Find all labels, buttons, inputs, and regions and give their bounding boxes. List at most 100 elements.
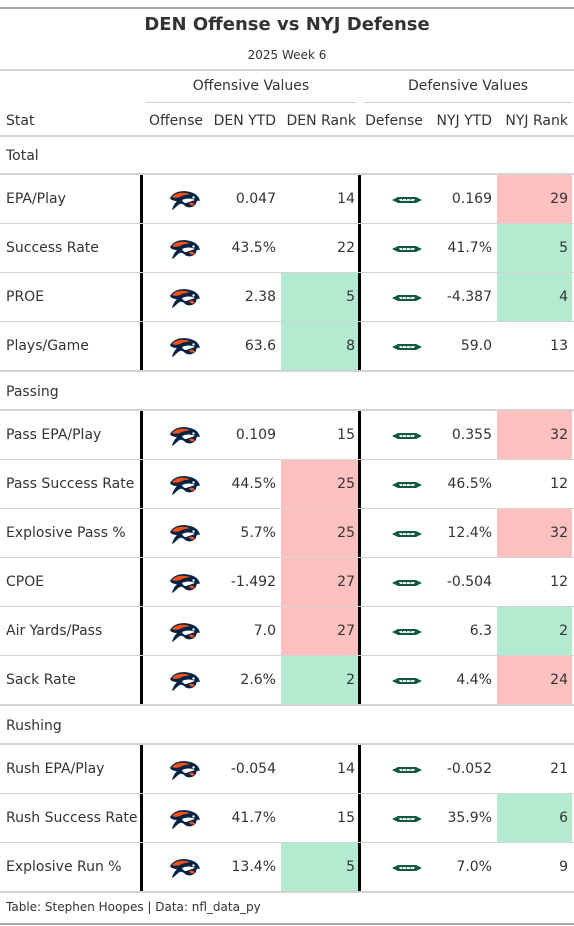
nyj-rank-value: 5 bbox=[559, 240, 568, 256]
broncos-logo-icon bbox=[170, 859, 200, 878]
stat-label: Rush EPA/Play bbox=[6, 761, 105, 777]
nyj-ytd-value: 4.4% bbox=[456, 672, 492, 688]
stat-label: Air Yards/Pass bbox=[6, 623, 103, 639]
jets-logo-icon bbox=[392, 295, 422, 301]
defense-column-rule bbox=[358, 411, 361, 705]
spanner-defensive-line bbox=[364, 102, 572, 103]
nyj-ytd-value: 35.9% bbox=[447, 810, 492, 826]
den-rank-value: 15 bbox=[337, 810, 355, 826]
den-rank-value: 5 bbox=[346, 859, 355, 875]
den-ytd-value: 5.7% bbox=[240, 525, 276, 541]
nyj-ytd-value: 0.169 bbox=[451, 191, 492, 207]
spanner-offensive-line bbox=[146, 102, 356, 103]
nyj-ytd-value: 41.7% bbox=[447, 240, 492, 256]
nyj-rank-value: 13 bbox=[550, 338, 568, 354]
nyj-rank-highlight bbox=[497, 224, 572, 272]
nyj-rank-value: 29 bbox=[550, 191, 568, 207]
broncos-logo-icon bbox=[170, 191, 200, 210]
row-divider bbox=[0, 557, 574, 558]
nyj-ytd-value: 7.0% bbox=[456, 859, 492, 875]
row-divider bbox=[0, 704, 574, 706]
row-divider bbox=[0, 508, 574, 509]
column-header-den-rank: DEN Rank bbox=[286, 113, 356, 129]
den-rank-value: 15 bbox=[337, 427, 355, 443]
row-divider bbox=[0, 793, 574, 794]
stat-label: Plays/Game bbox=[6, 338, 89, 354]
jets-logo-icon bbox=[392, 482, 422, 488]
group-label-total: Total bbox=[6, 148, 39, 164]
broncos-logo-icon bbox=[170, 289, 200, 308]
group-divider bbox=[0, 173, 574, 175]
den-ytd-value: 7.0 bbox=[253, 623, 276, 639]
jets-logo-icon bbox=[392, 767, 422, 773]
den-ytd-value: -1.492 bbox=[230, 574, 276, 590]
broncos-logo-icon bbox=[170, 672, 200, 691]
stat-label: Pass Success Rate bbox=[6, 476, 135, 492]
nyj-rank-value: 4 bbox=[559, 289, 568, 305]
den-rank-highlight bbox=[281, 273, 358, 321]
offense-column-rule bbox=[140, 175, 143, 371]
nyj-rank-highlight bbox=[497, 273, 572, 321]
group-divider bbox=[0, 743, 574, 745]
den-rank-highlight bbox=[281, 558, 358, 606]
nyj-rank-value: 12 bbox=[550, 574, 568, 590]
source-note: Table: Stephen Hoopes | Data: nfl_data_p… bbox=[6, 900, 261, 914]
stat-label: Success Rate bbox=[6, 240, 99, 256]
den-rank-highlight bbox=[281, 460, 358, 508]
den-rank-value: 5 bbox=[346, 289, 355, 305]
nyj-ytd-value: 46.5% bbox=[447, 476, 492, 492]
den-ytd-value: 44.5% bbox=[231, 476, 276, 492]
broncos-logo-icon bbox=[170, 761, 200, 780]
den-ytd-value: 63.6 bbox=[244, 338, 276, 354]
broncos-logo-icon bbox=[170, 525, 200, 544]
den-ytd-value: 0.109 bbox=[235, 427, 276, 443]
nyj-rank-highlight bbox=[497, 175, 572, 223]
jets-logo-icon bbox=[392, 816, 422, 822]
nyj-rank-value: 24 bbox=[550, 672, 568, 688]
nyj-ytd-value: -4.387 bbox=[446, 289, 492, 305]
den-rank-highlight bbox=[281, 607, 358, 655]
den-ytd-value: 2.6% bbox=[240, 672, 276, 688]
den-ytd-value: 2.38 bbox=[244, 289, 276, 305]
row-divider bbox=[0, 606, 574, 607]
header-divider bbox=[0, 69, 574, 71]
column-header-nyj-rank: NYJ Rank bbox=[505, 113, 568, 129]
den-ytd-value: 43.5% bbox=[231, 240, 276, 256]
nyj-rank-value: 6 bbox=[559, 810, 568, 826]
den-ytd-value: 0.047 bbox=[235, 191, 276, 207]
nyj-rank-highlight bbox=[497, 794, 572, 842]
table-subtitle: 2025 Week 6 bbox=[247, 48, 327, 62]
group-divider bbox=[0, 409, 574, 411]
offense-column-rule bbox=[140, 745, 143, 892]
den-rank-value: 25 bbox=[337, 476, 355, 492]
group-label-rushing: Rushing bbox=[6, 718, 62, 734]
jets-logo-icon bbox=[392, 531, 422, 537]
row-divider bbox=[0, 459, 574, 460]
row-divider bbox=[0, 842, 574, 843]
nyj-rank-value: 2 bbox=[559, 623, 568, 639]
den-rank-highlight bbox=[281, 509, 358, 557]
defense-column-rule bbox=[358, 175, 361, 371]
broncos-logo-icon bbox=[170, 476, 200, 495]
nyj-rank-value: 32 bbox=[550, 525, 568, 541]
den-rank-value: 27 bbox=[337, 574, 355, 590]
spanner-offensive: Offensive Values bbox=[192, 78, 310, 94]
row-divider bbox=[0, 272, 574, 273]
group-label-passing: Passing bbox=[6, 384, 59, 400]
nyj-rank-highlight bbox=[497, 607, 572, 655]
broncos-logo-icon bbox=[170, 240, 200, 259]
column-header-offense: Offense bbox=[148, 113, 204, 129]
row-divider bbox=[0, 370, 574, 372]
den-rank-value: 22 bbox=[337, 240, 355, 256]
nyj-ytd-value: 6.3 bbox=[469, 623, 492, 639]
nyj-rank-value: 9 bbox=[559, 859, 568, 875]
jets-logo-icon bbox=[392, 865, 422, 871]
stat-label: CPOE bbox=[6, 574, 45, 590]
stat-label: Pass EPA/Play bbox=[6, 427, 102, 443]
nyj-rank-value: 32 bbox=[550, 427, 568, 443]
row-divider bbox=[0, 891, 574, 893]
column-header-defense: Defense bbox=[365, 113, 423, 129]
den-rank-value: 25 bbox=[337, 525, 355, 541]
jets-logo-icon bbox=[392, 344, 422, 350]
